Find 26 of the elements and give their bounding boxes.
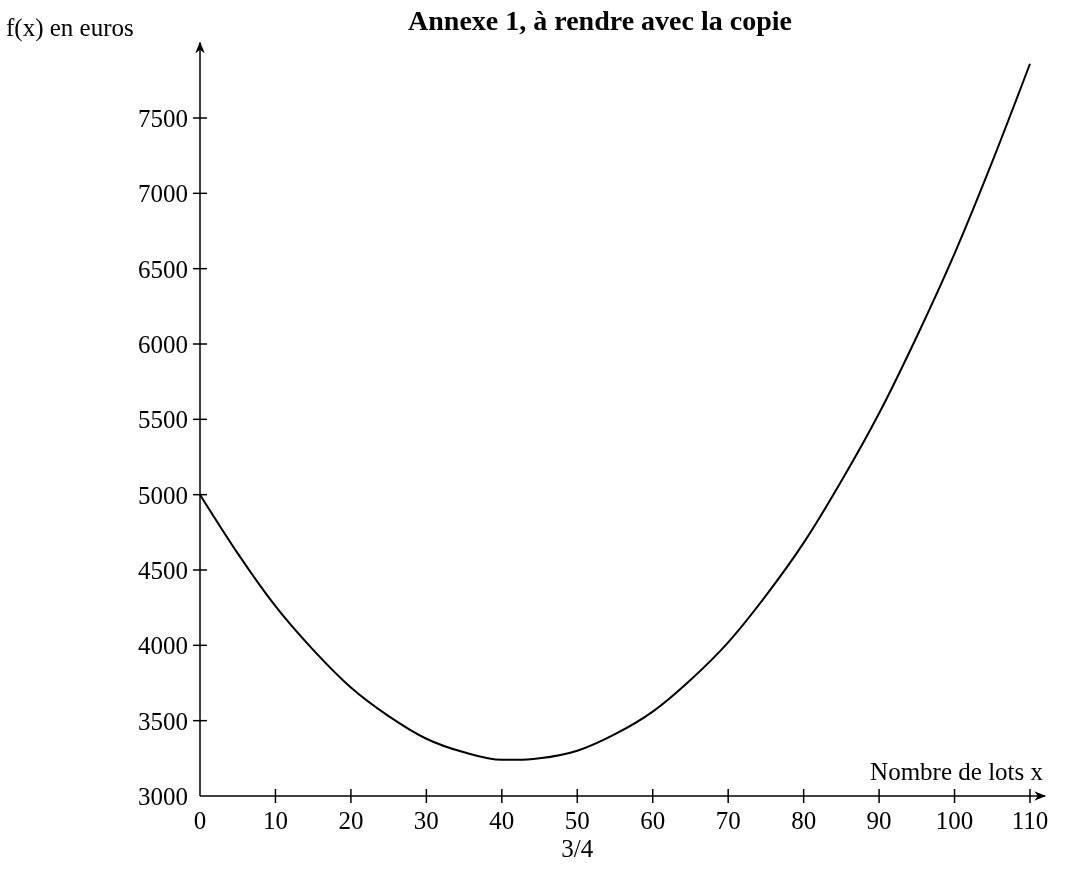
y-tick-label: 5000 bbox=[138, 481, 188, 509]
y-tick-label: 7500 bbox=[138, 105, 188, 132]
x-tick-label: 20 bbox=[338, 807, 364, 834]
x-tick-label: 90 bbox=[866, 807, 892, 834]
y-axis-title: f(x) en euros bbox=[6, 14, 134, 42]
y-tick-label: 7000 bbox=[138, 180, 188, 208]
x-tick-label: 80 bbox=[791, 807, 817, 834]
x-tick-label: 100 bbox=[935, 807, 974, 834]
x-tick-label: 0 bbox=[193, 807, 207, 834]
y-tick-label: 5500 bbox=[138, 406, 188, 434]
x-tick-label: 70 bbox=[715, 807, 741, 834]
x-tick-label: 50 bbox=[564, 807, 590, 834]
text: 3/4 bbox=[561, 835, 594, 862]
x-tick-label: 30 bbox=[413, 807, 439, 834]
x-tick-label: 110 bbox=[1011, 807, 1049, 834]
x-tick-label: 10 bbox=[262, 807, 288, 834]
y-tick-label: 3500 bbox=[138, 707, 188, 735]
y-tick-label: 3000 bbox=[138, 783, 188, 810]
y-tick-label: 6000 bbox=[138, 331, 188, 358]
x-tick-label: 40 bbox=[489, 807, 515, 834]
chart-title: Annexe 1, à rendre avec la copie bbox=[408, 5, 792, 36]
y-tick-label: 6500 bbox=[138, 255, 188, 283]
x-axis-title: Nombre de lots x bbox=[870, 758, 1044, 785]
y-tick-label: 4000 bbox=[138, 632, 188, 660]
y-tick-label: 4500 bbox=[138, 557, 188, 584]
x-tick-label: 60 bbox=[640, 807, 666, 834]
